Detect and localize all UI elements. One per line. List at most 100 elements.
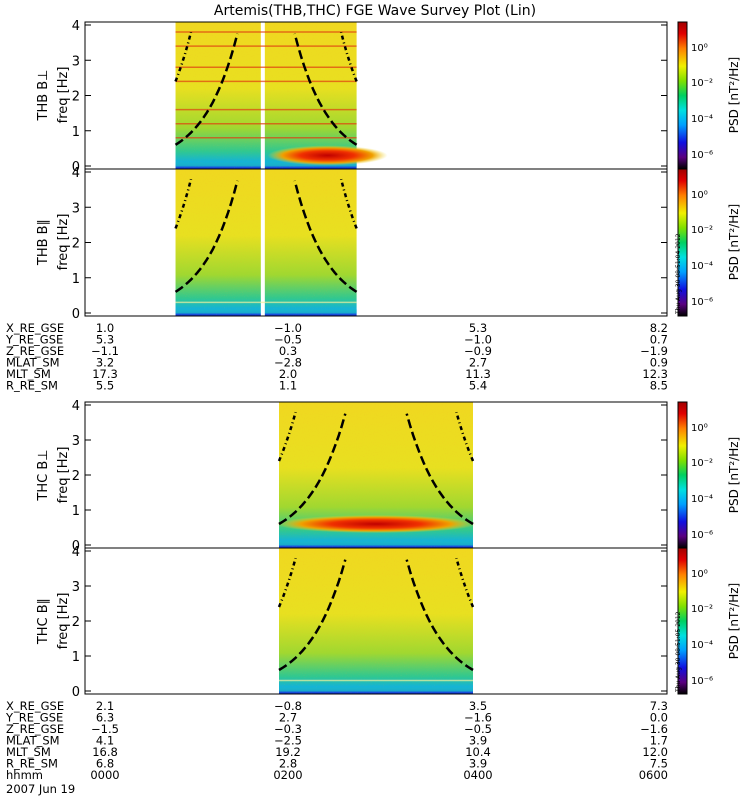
spectrogram-noise <box>279 548 473 694</box>
ephemeris-value: 3.9 <box>469 757 487 771</box>
colorbar-tick: 10⁻² <box>691 78 713 89</box>
ephemeris-label: Z_RE_GSE <box>6 344 64 358</box>
y-axis-unit: freq [Hz] <box>56 447 71 504</box>
ephemeris-value: 0.3 <box>279 344 297 358</box>
gyrofrequency-curve <box>455 411 475 462</box>
ephemeris-value: −0.5 <box>464 722 492 736</box>
colorbar-tick: 10⁻² <box>691 225 713 236</box>
colorbar-tick: 10⁰ <box>691 43 708 54</box>
y-tick-label: 4 <box>72 545 80 560</box>
ephemeris-value: 5.5 <box>96 379 114 393</box>
ephemeris-value: −1.5 <box>91 722 119 736</box>
figure-title: Artemis(THB,THC) FGE Wave Survey Plot (L… <box>214 3 536 19</box>
gyrofrequency-curve <box>278 413 347 526</box>
colorbar-tick: 10⁻⁴ <box>691 261 713 272</box>
gyrofrequency-curve <box>174 33 239 146</box>
colorbar-tick: 10⁻⁶ <box>691 150 713 161</box>
ephemeris-value: 7.5 <box>650 757 668 771</box>
ephemeris-value: −1.0 <box>464 333 492 347</box>
spectrogram-noise <box>175 169 357 316</box>
panel-frame <box>84 168 668 317</box>
ephemeris-value: 5.4 <box>469 379 487 393</box>
y-axis-unit: freq [Hz] <box>56 593 71 650</box>
gyrofrequency-curve <box>277 411 297 462</box>
ephemeris-label: hhmm <box>6 768 43 782</box>
ephemeris-value: 2.8 <box>279 757 297 771</box>
low-frequency-band <box>279 541 473 546</box>
y-axis-label: THC B⊥ <box>36 449 51 501</box>
colorbar-tick: 10⁻⁶ <box>691 676 713 687</box>
y-tick-label: 4 <box>72 399 80 414</box>
ephemeris-value: 0.0 <box>650 711 668 725</box>
peak-power-region <box>267 145 388 166</box>
ephemeris-value: 0200 <box>273 768 302 782</box>
ephemeris-value: 1.7 <box>650 734 668 748</box>
y-tick-label: 2 <box>72 469 80 484</box>
colorbar-tick: 10⁻⁶ <box>691 297 713 308</box>
ephemeris-label: MLT_SM <box>6 745 51 759</box>
low-frequency-band <box>175 162 357 167</box>
ephemeris-value: 2.7 <box>469 356 487 370</box>
colorbar-tick: 10⁻⁴ <box>691 494 713 505</box>
ephemeris-value: −2.5 <box>274 734 302 748</box>
y-tick-label: 0 <box>72 685 80 700</box>
ephemeris-value: 8.5 <box>650 379 668 393</box>
ephemeris-label: X_RE_GSE <box>6 321 64 335</box>
ephemeris-value: 5.3 <box>469 321 487 335</box>
data-gap <box>260 169 265 316</box>
y-tick-label: 2 <box>72 90 80 105</box>
ephemeris-value: 10.4 <box>465 745 491 759</box>
ephemeris-value: −1.6 <box>640 722 668 736</box>
y-tick-label: 4 <box>72 166 80 181</box>
y-tick-label: 3 <box>72 54 80 69</box>
ephemeris-value: 1.1 <box>279 379 297 393</box>
ephemeris-value: 0.7 <box>650 333 668 347</box>
thb-par-panel: 0 1 2 3 4 THB B∥ freq [Hz] <box>36 166 668 322</box>
colorbar-gradient <box>677 21 688 170</box>
ephemeris-value: −1.6 <box>464 711 492 725</box>
colorbar-1: 10⁰ 10⁻² 10⁻⁴ 10⁻⁶ PSD [nT²/Hz] <box>677 21 741 170</box>
thc-perp-panel: 0 1 2 3 4 THC B⊥ freq [Hz] <box>36 399 668 554</box>
peak-power-region <box>276 515 476 533</box>
gyrofrequency-curve <box>278 559 347 672</box>
ephemeris-label: Z_RE_GSE <box>6 722 64 736</box>
ephemeris-label: MLAT_SM <box>6 734 60 748</box>
gyrofrequency-curve <box>455 557 475 608</box>
y-axis-ticks: 0 1 2 3 4 <box>72 19 667 175</box>
colorbar-tick: 10⁻⁴ <box>691 640 713 651</box>
ephemeris-value: −1.0 <box>274 321 302 335</box>
ephemeris-value: −0.9 <box>464 344 492 358</box>
ephemeris-label: Y_RE_GSE <box>5 333 63 347</box>
y-axis-ticks: 0 1 2 3 4 <box>72 399 667 554</box>
gyrofrequency-curve <box>277 557 297 608</box>
colorbar-label: PSD [nT²/Hz] <box>727 204 741 280</box>
ephemeris-label: MLT_SM <box>6 367 51 381</box>
ephemeris-value: 4.1 <box>96 734 114 748</box>
ephemeris-value: 1.0 <box>96 321 114 335</box>
date-label: 2007 Jun 19 <box>6 782 75 796</box>
ephemeris-value: 11.3 <box>465 367 491 381</box>
ephemeris-value: 2.1 <box>96 699 114 713</box>
ephemeris-value: −2.8 <box>274 356 302 370</box>
colorbar-tick: 10⁰ <box>691 190 708 201</box>
y-tick-label: 3 <box>72 580 80 595</box>
ephemeris-label: Y_RE_GSE <box>5 711 63 725</box>
thb-ephemeris-table: X_RE_GSE 1.0 −1.0 5.3 8.2Y_RE_GSE 5.3 −0.5 −1.0… <box>5 321 668 393</box>
y-axis-label: THB B∥ <box>36 219 51 266</box>
ephemeris-value: 6.3 <box>96 711 114 725</box>
ephemeris-value: 0000 <box>90 768 119 782</box>
y-tick-label: 1 <box>72 125 80 140</box>
ephemeris-value: 16.8 <box>92 745 118 759</box>
spectrogram-fill <box>276 402 476 548</box>
ephemeris-value: −0.8 <box>274 699 302 713</box>
ephemeris-value: 2.0 <box>279 367 297 381</box>
ephemeris-value: −1.9 <box>640 344 668 358</box>
colorbar-gradient <box>677 401 688 549</box>
timestamp-1: Thu Aug 30 08:51:04 2012 <box>675 233 682 315</box>
ephemeris-value: −0.5 <box>274 333 302 347</box>
y-tick-label: 1 <box>72 504 80 519</box>
ephemeris-value: 12.3 <box>642 367 668 381</box>
gyrofrequency-curve <box>293 180 358 293</box>
colorbar-tick: 10⁰ <box>691 423 708 434</box>
